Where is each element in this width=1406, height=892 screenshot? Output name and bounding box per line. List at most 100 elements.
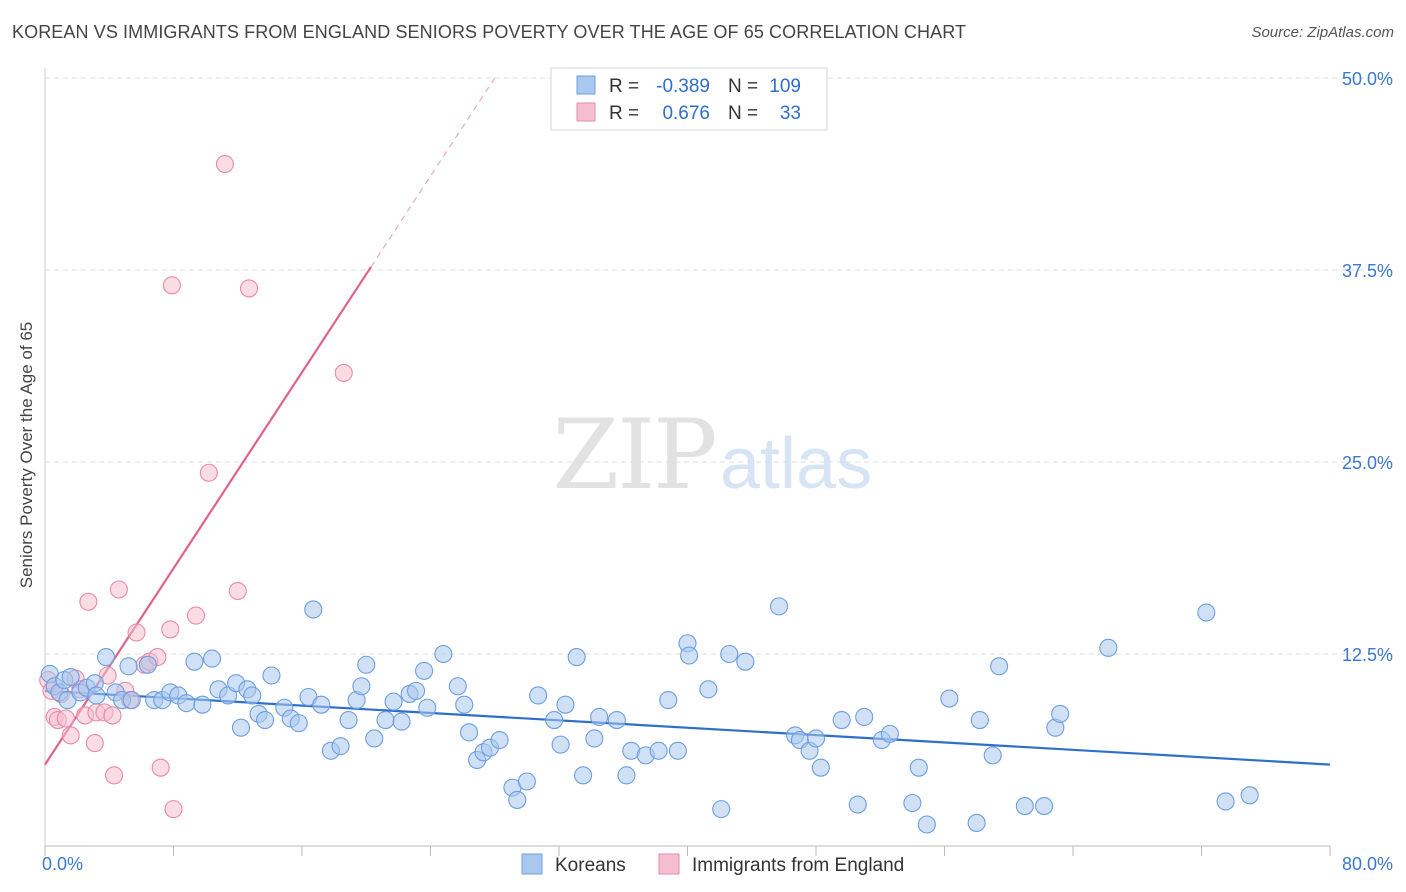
data-point-korean (551, 735, 570, 754)
data-point-korean (138, 655, 157, 674)
watermark: ZIP atlas (552, 399, 872, 511)
data-point-korean (312, 695, 331, 714)
data-point-korean (1197, 603, 1216, 622)
grid-lines (45, 77, 1395, 655)
data-point-korean (590, 707, 609, 727)
data-point-england (161, 620, 180, 639)
y-tick-label: 50.0% (1342, 69, 1393, 89)
data-point-korean (119, 657, 138, 676)
data-point-korean (1035, 797, 1054, 816)
data-point-england (199, 463, 218, 482)
data-point-england (151, 758, 170, 777)
data-point-korean (574, 766, 593, 785)
data-point-england (56, 709, 75, 728)
legend-n-value-koreans: 109 (769, 76, 801, 97)
series-legend-swatch-koreans (521, 853, 543, 875)
y-tick-label: 37.5% (1342, 261, 1393, 281)
data-point-korean (231, 718, 251, 737)
data-point-korean (970, 710, 989, 730)
data-point-england (228, 581, 247, 601)
data-point-england (61, 726, 80, 745)
data-point-korean (990, 657, 1009, 676)
watermark-atlas: atlas (720, 424, 872, 504)
data-point-korean (1240, 786, 1259, 805)
data-point-korean (459, 723, 479, 742)
data-point-korean (680, 646, 699, 665)
data-point-korean (448, 677, 467, 696)
source-credit: Source: ZipAtlas.com (1251, 24, 1394, 41)
data-point-korean (585, 729, 604, 748)
data-point-korean (203, 649, 222, 668)
data-point-england (186, 606, 206, 625)
correlation-legend-frame (550, 67, 828, 131)
data-point-korean (243, 686, 262, 705)
data-point-england (239, 279, 259, 298)
data-point-korean (848, 795, 867, 814)
data-point-korean (832, 710, 851, 730)
data-point-korean (87, 686, 106, 705)
data-point-korean (1051, 704, 1070, 723)
data-point-england (215, 154, 234, 174)
series-legend-swatch-england (658, 853, 680, 875)
data-point-england (127, 623, 146, 642)
data-point-korean (185, 652, 204, 671)
trend-line-korean (44, 689, 1331, 766)
y-axis-label: Seniors Poverty Over the Age of 65 (17, 322, 36, 588)
data-point-korean (365, 729, 384, 748)
data-point-korean (983, 746, 1002, 765)
data-point-korean (529, 686, 548, 705)
correlation-legend: R = -0.389 N = 109 R = 0.676 N = 33 (550, 67, 828, 131)
data-point-korean (917, 815, 936, 834)
axes (44, 68, 1331, 856)
data-point-england (105, 766, 124, 785)
data-point-korean (668, 741, 687, 760)
data-point-korean (352, 677, 371, 696)
x-tick-label: 0.0% (42, 854, 83, 874)
data-point-korean (903, 793, 922, 813)
data-point-korean (1099, 638, 1118, 657)
data-point-korean (384, 692, 403, 711)
data-point-england (109, 580, 128, 599)
data-point-england (164, 800, 183, 819)
x-tick-label: 80.0% (1342, 854, 1393, 874)
data-point-korean (770, 597, 789, 616)
series-legend-label-england: Immigrants from England (692, 855, 904, 876)
data-point-korean (406, 681, 426, 700)
data-point-korean (376, 710, 395, 730)
legend-r-value-koreans: -0.389 (656, 76, 710, 97)
data-point-england (85, 734, 104, 753)
data-point-korean (517, 772, 536, 791)
data-point-korean (96, 648, 116, 667)
series-legend: Koreans Immigrants from England (521, 853, 904, 876)
legend-r-value-england: 0.676 (662, 103, 710, 124)
data-point-korean (490, 730, 509, 750)
data-points (39, 154, 1259, 834)
legend-r-label-england: R = (609, 103, 639, 124)
chart-title: KOREAN VS IMMIGRANTS FROM ENGLAND SENIOR… (12, 22, 967, 42)
data-point-korean (415, 661, 434, 680)
data-point-england (103, 706, 122, 725)
legend-swatch-koreans (576, 75, 596, 95)
legend-swatch-england (576, 102, 596, 122)
data-point-england (79, 592, 98, 611)
data-point-korean (392, 712, 411, 731)
data-point-england (162, 276, 181, 295)
legend-r-label-koreans: R = (609, 76, 639, 97)
legend-n-label-england: N = (728, 103, 758, 124)
data-point-korean (61, 667, 80, 687)
data-point-korean (122, 691, 141, 710)
data-point-korean (880, 724, 899, 743)
data-point-korean (806, 729, 826, 748)
data-point-korean (357, 655, 376, 674)
legend-n-value-england: 33 (780, 103, 801, 124)
data-point-korean (712, 800, 731, 819)
data-point-korean (455, 695, 474, 714)
trend-line-extension-england (370, 77, 496, 268)
legend-n-label-koreans: N = (728, 76, 758, 97)
data-point-korean (331, 737, 350, 756)
data-point-korean (1015, 797, 1034, 816)
data-point-korean (736, 652, 755, 671)
data-point-korean (545, 710, 564, 730)
data-point-korean (617, 766, 636, 785)
